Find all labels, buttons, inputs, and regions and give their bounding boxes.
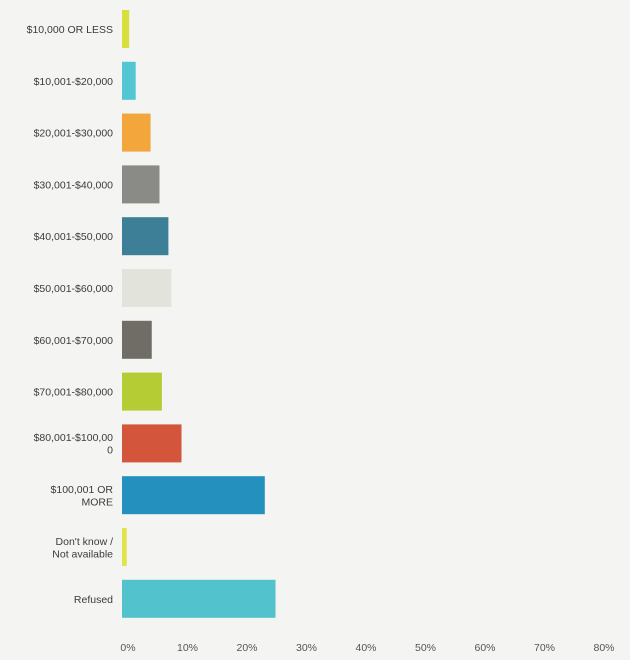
bar-8 [122,372,162,411]
x-tick-label-3: 20% [236,642,257,654]
x-axis-ticks: 0% 10% 20% 30% 40% 50% 60% 70% 80% [120,642,614,654]
category-label-5: $40,001-$50,000 [34,231,114,243]
x-tick-label-6: 50% [415,642,436,654]
x-tick-label-4: 30% [296,642,317,654]
bar-2 [122,61,136,100]
bar-11 [122,528,127,566]
category-label-6: $50,001-$60,000 [34,283,114,295]
bar-5 [122,217,169,256]
category-label-2: $10,001-$20,000 [34,76,114,88]
category-label-9: $80,001-$100,00 0 [34,432,114,457]
category-label-10: $100,001 OR MORE [51,484,114,509]
category-labels: $10,000 OR LESS $10,001-$20,000 $20,001-$3… [27,24,114,606]
bar-7 [122,320,152,359]
category-label-3: $20,001-$30,000 [34,128,114,140]
x-tick-label-8: 70% [534,642,555,654]
x-tick-label-7: 60% [474,642,495,654]
category-label-7: $60,001-$70,000 [34,335,114,347]
x-tick-label-9: 80% [593,642,614,654]
category-label-12: Refused [74,594,113,606]
bars [122,10,276,618]
x-tick-label-5: 40% [355,642,376,654]
category-label-1: $10,000 OR LESS [27,24,113,36]
category-label-4: $30,001-$40,000 [34,179,114,191]
category-label-8: $70,001-$80,000 [34,387,114,399]
bar-9 [122,424,182,463]
bar-10 [122,476,265,515]
bar-3 [122,113,151,152]
x-tick-label-1: 0% [120,642,135,654]
x-tick-label-2: 10% [177,642,198,654]
bar-1 [122,10,130,48]
bar-6 [122,269,172,307]
category-label-11: Don't know / Not available [52,536,113,561]
bar-4 [122,165,160,204]
bar-12 [122,579,276,618]
